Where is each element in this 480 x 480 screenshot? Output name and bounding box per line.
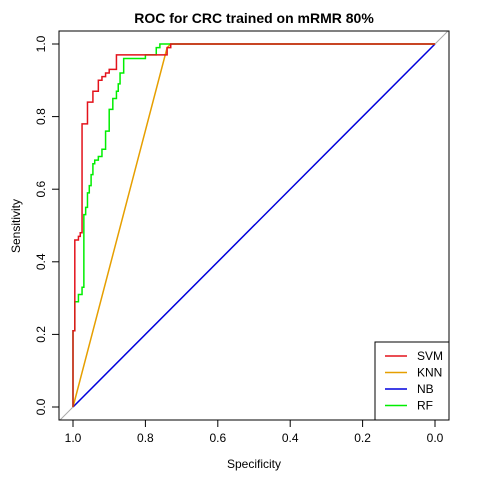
y-tick-label: 0.8: [34, 108, 48, 125]
y-tick-label: 1.0: [34, 35, 48, 52]
x-tick-label: 1.0: [65, 431, 82, 445]
x-axis-label: Specificity: [227, 457, 281, 471]
x-tick-label: 0.2: [354, 431, 371, 445]
x-tick-label: 0.4: [282, 431, 299, 445]
x-tick-label: 0.0: [427, 431, 444, 445]
legend-label-svm: SVM: [417, 349, 443, 363]
chart-title: ROC for CRC trained on mRMR 80%: [134, 10, 374, 26]
legend-label-nb: NB: [417, 382, 434, 396]
axes-layer: 1.0 0.8 0.6 0.4 0.2 0.0 0.0 0.2 0.4 0.6 0.8 1.0: [34, 30, 450, 445]
legend: SVM KNN NB RF: [374, 341, 450, 421]
series-line-rf: [72, 43, 435, 407]
series-line-svm: [72, 43, 435, 407]
series-layer: [72, 43, 436, 408]
y-tick-label: 0.2: [34, 326, 48, 343]
y-tick-label: 0.0: [34, 398, 48, 415]
plot-frame: [58, 30, 450, 421]
y-tick-label: 0.6: [34, 181, 48, 198]
series-line-nb: [72, 43, 436, 408]
x-tick-label: 0.6: [209, 431, 226, 445]
legend-box: [374, 341, 450, 421]
legend-label-knn: KNN: [417, 366, 442, 380]
x-tick-label: 0.8: [137, 431, 154, 445]
legend-label-rf: RF: [417, 399, 433, 413]
y-axis-label: Sensitivity: [9, 199, 23, 253]
y-tick-label: 0.4: [34, 253, 48, 270]
